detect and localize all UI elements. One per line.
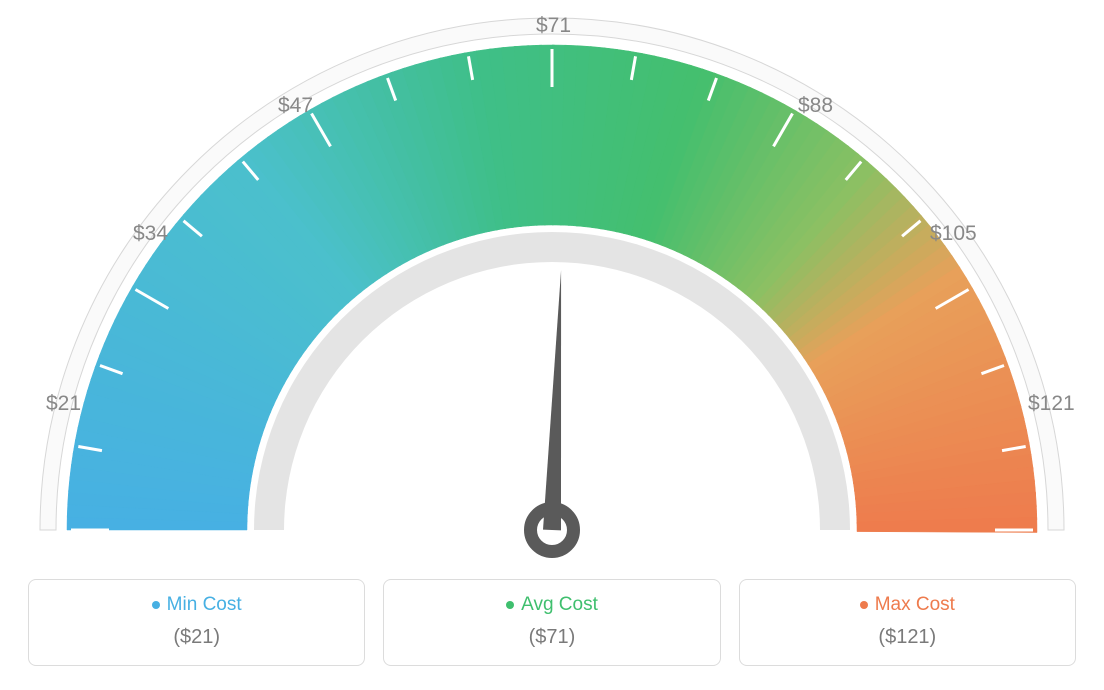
dot-icon <box>860 601 868 609</box>
legend-card-max: Max Cost ($121) <box>739 579 1076 666</box>
scale-label: $34 <box>133 222 168 246</box>
dot-icon <box>152 601 160 609</box>
legend-label: Min Cost <box>167 594 242 616</box>
legend-value: ($71) <box>384 626 719 649</box>
scale-label: $21 <box>46 392 81 416</box>
legend-label: Avg Cost <box>521 594 598 616</box>
gauge-chart: $21 $34 $47 $71 $88 $105 $121 <box>28 12 1076 562</box>
scale-label: $105 <box>930 222 977 246</box>
legend-value: ($121) <box>740 626 1075 649</box>
scale-label: $47 <box>278 94 313 118</box>
legend-title-avg: Avg Cost <box>506 594 598 616</box>
dot-icon <box>506 601 514 609</box>
legend-row: Min Cost ($21) Avg Cost ($71) Max Cost (… <box>28 579 1076 666</box>
scale-label: $88 <box>798 94 833 118</box>
scale-label: $121 <box>1028 392 1075 416</box>
legend-label: Max Cost <box>875 594 955 616</box>
scale-label: $71 <box>536 14 571 38</box>
gauge-svg <box>28 12 1076 562</box>
legend-value: ($21) <box>29 626 364 649</box>
legend-card-avg: Avg Cost ($71) <box>383 579 720 666</box>
legend-card-min: Min Cost ($21) <box>28 579 365 666</box>
legend-title-min: Min Cost <box>152 594 242 616</box>
legend-title-max: Max Cost <box>860 594 955 616</box>
